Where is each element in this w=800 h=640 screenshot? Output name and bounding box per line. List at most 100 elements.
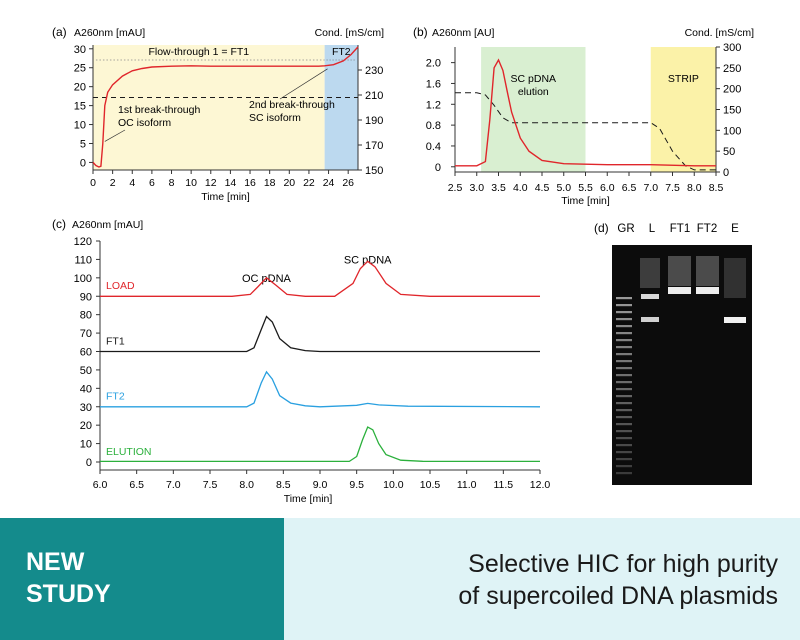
panel-b-x-tick-label: 6.5 — [622, 182, 637, 194]
panel-c-x-tick-label: 7.5 — [203, 479, 218, 491]
panel-a-region-label-ft2: FT2 — [332, 46, 351, 58]
panel-a-y-tick-label: 15 — [74, 101, 86, 113]
panel-b-absorbance-line — [455, 58, 716, 167]
panel-b-ylabel: A260nm [AU] — [432, 27, 495, 39]
panel-b-y-tick-label: 0 — [435, 162, 441, 174]
panel-a-x-tick-label: 4 — [129, 177, 135, 189]
panel-a-y2-tick-label: 170 — [365, 140, 383, 152]
panel-b-x-tick-label: 4.0 — [513, 182, 528, 194]
panel-d-lane-e-sc-band — [724, 317, 746, 323]
panel-d-lane-l-oc-band — [641, 294, 659, 299]
panel-c-x-tick-label: 6.5 — [129, 479, 144, 491]
panel-a-region-label-ft1: Flow-through 1 = FT1 — [148, 46, 249, 58]
panel-a-annotation-1-line-2: OC isoform — [118, 117, 171, 129]
panel-c-label: (c) — [52, 217, 66, 231]
panel-c-legend-ft2: FT2 — [106, 391, 125, 403]
panel-a-annotation-1-arrow — [104, 129, 126, 142]
panel-b-y-tick-label: 1.2 — [426, 99, 441, 111]
panel-d-ladder-band — [616, 332, 632, 335]
panel-c-x-tick-label: 11.0 — [457, 479, 477, 491]
panel-d-ladder-band — [616, 451, 632, 454]
panel-d-ladder-band — [616, 297, 632, 300]
panel-a-y-tick-label: 10 — [74, 120, 86, 132]
panel-c-y-tick-label: 0 — [86, 457, 92, 469]
new-study-badge: NEW STUDY — [0, 518, 284, 640]
panel-a-x-tick-label: 0 — [90, 177, 96, 189]
panel-d-lane-label-ft1: FT1 — [670, 223, 690, 235]
panel-d-ladder-band — [616, 430, 632, 433]
panel-a-x-tick-label: 22 — [303, 177, 315, 189]
headline-panel: Selective HIC for high purity of superco… — [284, 518, 800, 640]
panel-d-label: (d) — [594, 221, 609, 235]
panel-a-x-tick-label: 14 — [225, 177, 237, 189]
panel-d-gel: (d) GR L FT1 FT2 E — [594, 221, 752, 485]
panel-a-label: (a) — [52, 25, 67, 39]
panel-c-series-ft2 — [100, 370, 541, 408]
panel-b-x-tick-label: 4.5 — [535, 182, 550, 194]
panel-d-ladder-band — [616, 402, 632, 405]
panel-b-x-tick-label: 2.5 — [448, 182, 463, 194]
badge-line-2: STUDY — [26, 580, 111, 608]
panel-c-y-tick-label: 100 — [74, 273, 92, 285]
panel-b-y-tick-label: 0.4 — [426, 141, 441, 153]
panel-a-y-tick-label: 20 — [74, 82, 86, 94]
panel-b-y2-tick-label: 0 — [723, 167, 729, 179]
panel-a-x-tick-label: 2 — [110, 177, 116, 189]
panel-c-y-tick-label: 80 — [80, 310, 92, 322]
panel-a-x-tick-label: 20 — [283, 177, 295, 189]
badge-text: NEW STUDY — [26, 546, 111, 610]
panel-a-x-tick-label: 8 — [169, 177, 175, 189]
figure: (a)Flow-through 1 = FT1 FT205101520253015… — [52, 25, 754, 505]
panel-d-ladder-band — [616, 409, 632, 412]
panel-a-absorbance-line — [92, 46, 359, 168]
panel-c-x-tick-label: 7.0 — [166, 479, 181, 491]
panel-a-annotation-1-line-1: 1st break-through — [118, 104, 200, 116]
panel-c-y-tick-label: 10 — [80, 439, 92, 451]
panel-b-x-tick-label: 3.0 — [469, 182, 484, 194]
panel-b-x-tick-label: 5.0 — [556, 182, 571, 194]
panel-b-region-label-elution-1: SC pDNA — [511, 73, 557, 85]
panel-b-region-2 — [650, 47, 716, 172]
panel-c-y-tick-label: 90 — [80, 291, 92, 303]
panel-c-y-tick-label: 70 — [80, 328, 92, 340]
panel-c-x-tick-label: 8.5 — [276, 479, 291, 491]
panel-d-lane-label-e: E — [731, 223, 739, 235]
panel-d-ladder-band — [616, 367, 632, 370]
panel-b-x-tick-label: 8.0 — [687, 182, 702, 194]
panel-a-y2-tick-label: 190 — [365, 115, 383, 127]
panel-d-ladder-band — [616, 325, 632, 328]
panel-b-x-tick-label: 5.5 — [578, 182, 593, 194]
panel-d-lane-ft1-oc-band — [668, 287, 691, 294]
headline-text: Selective HIC for high purity of superco… — [458, 548, 778, 612]
panel-a-x-tick-label: 26 — [342, 177, 354, 189]
panel-d-ladder-band — [616, 395, 632, 398]
panel-c-ylabel: A260nm [mAU] — [72, 219, 143, 231]
panel-a-y-tick-label: 30 — [74, 44, 86, 56]
panel-c-x-tick-label: 9.5 — [349, 479, 364, 491]
panel-c-legend-load: LOAD — [106, 280, 135, 292]
panel-d-lane-l-sc-band — [641, 317, 659, 322]
panel-c-y-tick-label: 110 — [74, 254, 92, 266]
panel-b-region-label-strip: STRIP — [668, 73, 699, 85]
panel-a-x-tick-label: 12 — [205, 177, 217, 189]
panel-d-ladder-band — [616, 437, 632, 440]
panel-d-ladder-band — [616, 444, 632, 447]
panel-d-lane-e-smear — [724, 258, 746, 298]
panel-b-x-tick-label: 7.0 — [643, 182, 658, 194]
panel-a-y-tick-label: 0 — [80, 157, 86, 169]
headline-line-2: of supercoiled DNA plasmids — [458, 582, 778, 610]
panel-c-peak-label-2: SC pDNA — [344, 254, 392, 266]
panel-a-annotation-2-line-2: SC isoform — [249, 112, 301, 124]
panel-a-xlabel: Time [min] — [201, 191, 250, 203]
panel-c-x-tick-label: 6.0 — [93, 479, 108, 491]
panel-d-ladder-band — [616, 388, 632, 391]
panel-b-y2-tick-label: 250 — [723, 63, 741, 75]
panel-a-y2-tick-label: 150 — [365, 165, 383, 177]
panel-d-lane-ft2-oc-band — [696, 287, 719, 294]
panel-c-y-tick-label: 20 — [80, 420, 92, 432]
panel-a-x-tick-label: 18 — [264, 177, 276, 189]
panel-a-region-2 — [324, 45, 358, 170]
panel-d-lane-l-smear — [640, 258, 660, 288]
footer-banner: NEW STUDY Selective HIC for high purity … — [0, 518, 800, 640]
